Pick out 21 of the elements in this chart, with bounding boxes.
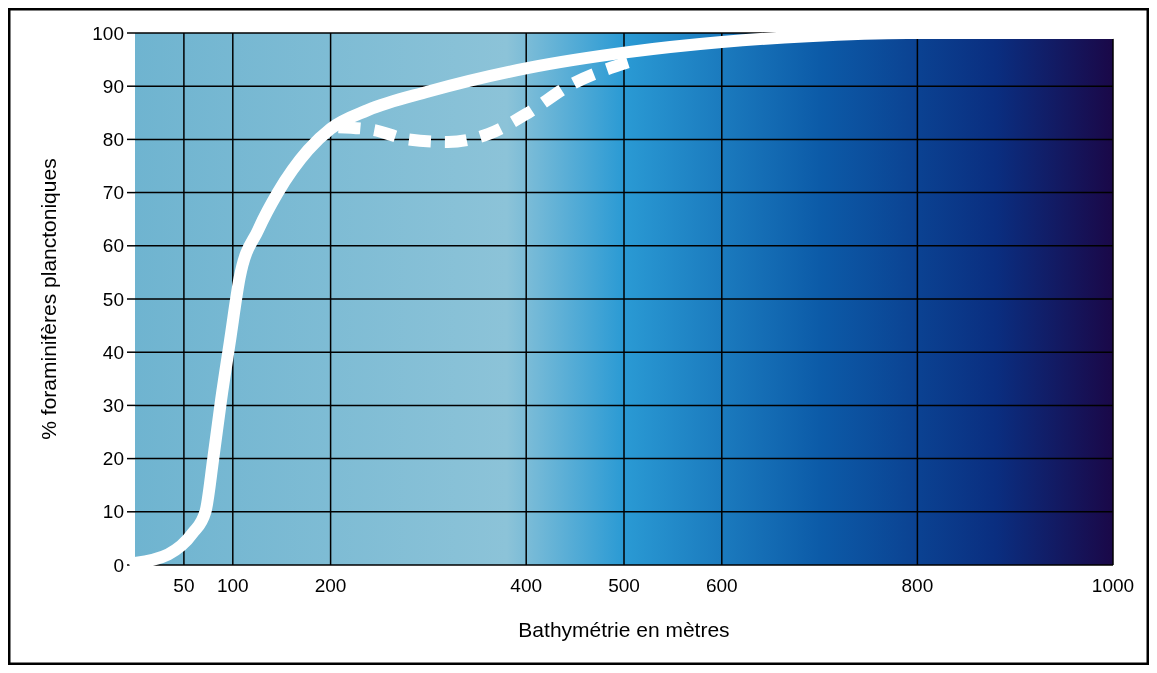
x-tick-label: 400	[510, 575, 543, 596]
x-tick-label: 200	[314, 575, 347, 596]
x-axis-title: Bathymétrie en mètres	[518, 618, 730, 641]
x-tick-label: 100	[216, 575, 249, 596]
y-tick-label: 70	[102, 182, 124, 204]
y-tick-label: 100	[92, 22, 124, 44]
x-tick-label: 1000	[1091, 575, 1135, 596]
y-tick-label: 30	[102, 395, 124, 417]
y-tick-label: 50	[102, 288, 124, 310]
x-tick-label: 600	[705, 575, 738, 596]
y-tick-label: 60	[102, 235, 124, 257]
y-tick-label: 40	[102, 341, 124, 363]
y-tick-label: 80	[102, 129, 124, 151]
y-tick-label: 0	[113, 554, 124, 576]
y-tick-label: 90	[102, 75, 124, 97]
y-axis-title: % foraminifères planctoniques	[37, 158, 60, 440]
y-tick-label: 20	[102, 448, 124, 470]
x-tick-label: 500	[608, 575, 640, 596]
y-tick-label: 10	[102, 501, 124, 523]
x-tick-label: 800	[901, 575, 934, 596]
x-tick-label: 50	[173, 575, 195, 596]
